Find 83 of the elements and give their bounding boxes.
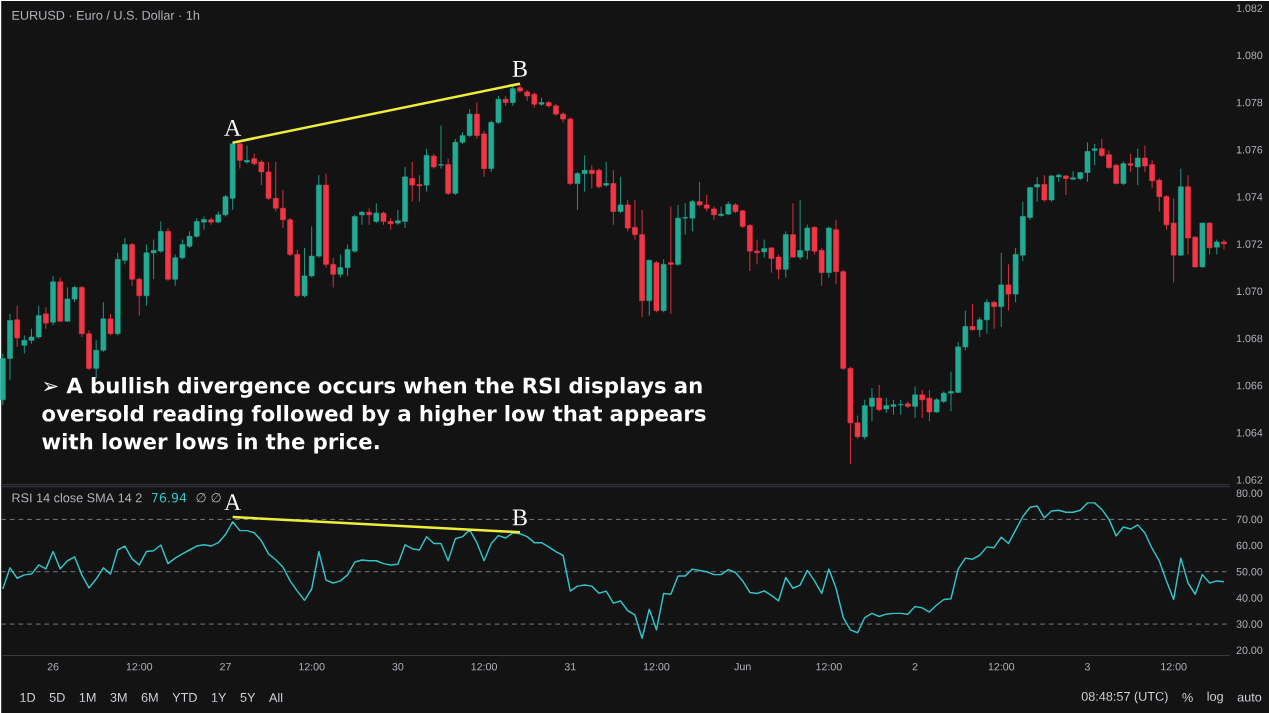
annotation: ∅ ∅ (196, 492, 221, 502)
candlestick (1091, 143, 1098, 166)
candlestick (905, 400, 911, 409)
y-tick-label: 1.062 (1236, 475, 1263, 484)
candlestick (359, 210, 365, 225)
candlestick (1120, 160, 1127, 186)
y-tick-label: 1.066 (1236, 381, 1263, 390)
y-tick-label: 30.00 (1236, 620, 1263, 628)
x-tick-label: 12:00 (299, 662, 325, 671)
candlestick (991, 300, 997, 329)
text: auto (1237, 693, 1262, 702)
candlestick (43, 306, 49, 329)
y-tick-label: 60.00 (1236, 541, 1263, 550)
y-tick-label: 50.00 (1236, 567, 1263, 576)
text: 1Y (211, 692, 227, 702)
candlestick (14, 304, 20, 348)
text: 1D (20, 692, 36, 702)
candlestick (912, 385, 918, 419)
x-tick-label: 31 (564, 662, 576, 671)
y-tick-label: 1.082 (1236, 4, 1263, 12)
candlestick (366, 207, 372, 225)
text: EURUSD · Euro / U.S. Dollar · 1h (12, 10, 200, 20)
candlestick (1041, 174, 1048, 202)
candlestick (668, 205, 674, 315)
x-tick-label: 2 (912, 662, 918, 671)
candlestick (998, 252, 1005, 328)
candlestick (237, 141, 243, 169)
y-tick-label: 1.064 (1236, 428, 1263, 437)
x-tick-label: Jun (734, 662, 751, 671)
x-tick-label: 12:00 (126, 662, 153, 671)
candlestick (208, 216, 214, 225)
x-tick-label: 12:00 (471, 662, 497, 671)
x-tick-label: 12:00 (988, 662, 1015, 671)
text: 3M (110, 692, 127, 702)
text: 5Y (240, 692, 256, 702)
candlestick (510, 83, 516, 107)
y-tick-label: 1.070 (1236, 287, 1263, 295)
x-tick-label: 12:00 (816, 662, 842, 671)
candlestick (617, 176, 624, 214)
text: YTD (172, 692, 197, 702)
y-tick-label: 1.076 (1236, 145, 1263, 154)
x-tick-label: 12:00 (1161, 662, 1187, 671)
x-tick-label: 27 (220, 662, 231, 671)
annotation: A (224, 494, 242, 510)
y-tick-label: 70.00 (1236, 515, 1263, 523)
y-tick-label: 40.00 (1236, 593, 1263, 602)
candlestick (761, 238, 767, 258)
x-tick-label: 12:00 (643, 662, 670, 671)
text: log (1207, 691, 1223, 704)
text: 6M (141, 692, 158, 702)
y-tick-label: 80.00 (1236, 489, 1263, 497)
text: All (269, 692, 283, 702)
x-tick-label: 30 (392, 662, 404, 671)
chart-title: RSI 14 close SMA 14 2 (12, 492, 142, 503)
text: 5D (49, 692, 65, 702)
y-tick-label: 1.080 (1236, 51, 1263, 59)
candlestick (876, 384, 882, 412)
candlestick (107, 313, 114, 336)
annotation: B (512, 60, 527, 77)
candlestick (1005, 263, 1012, 311)
y-tick-label: 1.078 (1236, 98, 1263, 107)
candlestick (969, 303, 976, 331)
candlestick (373, 202, 380, 224)
text: 08:48:57 (UTC) (1081, 691, 1168, 704)
annotation: 76.94 (151, 492, 187, 503)
x-tick-label: 26 (47, 662, 59, 671)
candlestick (1221, 238, 1227, 250)
y-tick-label: 1.072 (1236, 240, 1263, 248)
candlestick (790, 202, 796, 258)
candlestick (438, 125, 444, 169)
candlestick (244, 144, 250, 164)
x-tick-label: 3 (1084, 662, 1090, 671)
candlestick (1134, 148, 1141, 186)
candlestick (1127, 153, 1134, 173)
annotation: B (512, 509, 527, 526)
y-tick-label: 20.00 (1236, 646, 1263, 654)
text: % (1182, 692, 1193, 702)
candlestick (603, 161, 609, 187)
y-tick-label: 1.074 (1236, 192, 1263, 201)
text: 1M (79, 692, 96, 702)
annotation: A (224, 119, 242, 136)
annotation: ➢ A bullish divergence occurs when the RSI displays an oversold reading followed by a higher low that appears with lower lows in the price. (42, 376, 706, 454)
y-tick-label: 1.068 (1236, 334, 1263, 342)
